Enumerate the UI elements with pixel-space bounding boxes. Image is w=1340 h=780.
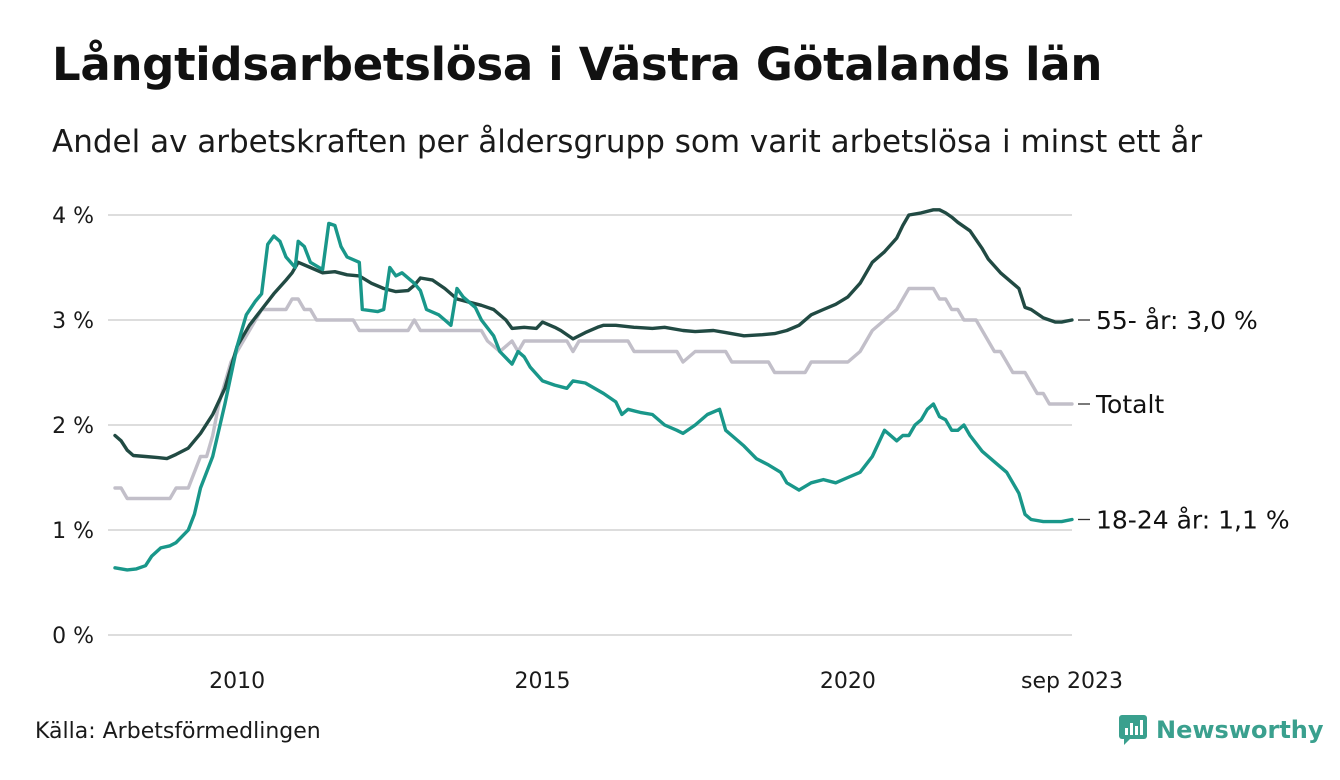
y-tick-label: 0 % — [52, 624, 94, 649]
brand-logo: Newsworthy — [1118, 714, 1324, 746]
series-line-0 — [113, 286, 1074, 501]
chart-subtitle: Andel av arbetskraften per åldersgrupp s… — [52, 124, 1203, 160]
y-tick-label: 4 % — [52, 204, 94, 229]
source-note: Källa: Arbetsförmedlingen — [35, 719, 321, 744]
y-tick-label: 1 % — [52, 519, 94, 544]
newsworthy-logo-icon — [1119, 715, 1147, 745]
brand-name: Newsworthy — [1156, 716, 1324, 744]
grid-layer — [108, 214, 1072, 636]
series-line-1 — [113, 208, 1074, 461]
line-chart: 0 % 1 % 2 % 3 % 4 % 2010 2015 2020 sep 2023 Tot… — [52, 204, 1290, 694]
series-labels: Totalt 55- år: 3,0 % 18-24 år: 1,1 % — [1078, 306, 1290, 535]
x-tick-label: 2020 — [820, 669, 876, 694]
x-tick-label: 2015 — [515, 669, 571, 694]
series-line-2 — [113, 221, 1074, 572]
x-tick-label: 2010 — [209, 669, 265, 694]
x-axis: 2010 2015 2020 sep 2023 — [209, 669, 1123, 694]
x-tick-label: sep 2023 — [1021, 669, 1123, 694]
series-label: 55- år: 3,0 % — [1096, 306, 1258, 335]
series-label: 18-24 år: 1,1 % — [1096, 506, 1290, 535]
y-tick-label: 3 % — [52, 309, 94, 334]
series-layer — [113, 208, 1074, 572]
series-label: Totalt — [1095, 390, 1164, 419]
y-tick-label: 2 % — [52, 414, 94, 439]
y-axis: 0 % 1 % 2 % 3 % 4 % — [52, 204, 94, 649]
chart-title: Långtidsarbetslösa i Västra Götalands lä… — [52, 38, 1103, 91]
